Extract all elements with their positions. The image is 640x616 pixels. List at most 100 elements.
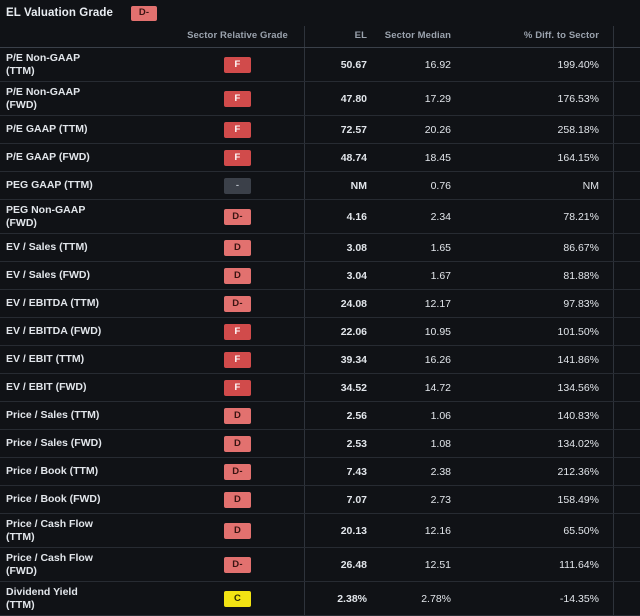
grade-badge: D- [224, 464, 251, 480]
grade-badge: D [224, 408, 251, 424]
el-5y-avg-cell: 43.95 [614, 144, 640, 172]
sector-relative-grade-cell: D [171, 234, 305, 262]
el-value-cell: 2.56 [305, 402, 377, 430]
sector-relative-grade-cell: F [171, 82, 305, 116]
valuation-table: Sector Relative Grade EL Sector Median %… [0, 26, 640, 616]
sector-median-cell: 1.06 [376, 402, 467, 430]
column-header-el: EL [305, 26, 377, 48]
el-value-cell: 2.38% [305, 582, 377, 616]
metric-name-cell: EV / Sales (TTM) [0, 234, 171, 262]
metric-name-cell: Price / Cash Flow(FWD) [0, 548, 171, 582]
metric-label-period: (FWD) [6, 217, 171, 230]
diff-to-sector-cell: 65.50% [467, 514, 614, 548]
sector-median-cell: 12.16 [376, 514, 467, 548]
sector-median-cell: 18.45 [376, 144, 467, 172]
metric-name-cell: Price / Cash Flow(TTM) [0, 514, 171, 548]
metric-name-cell: EV / EBITDA (TTM) [0, 290, 171, 318]
metric-name-cell: PEG GAAP (TTM) [0, 172, 171, 200]
sector-relative-grade-cell: D [171, 402, 305, 430]
metric-label-period: (FWD) [6, 99, 171, 112]
table-row: EV / Sales (TTM)D3.081.6586.67%5.49-43.8… [0, 234, 640, 262]
metric-label-period: (TTM) [6, 65, 171, 78]
metric-label: EV / EBIT (TTM) [6, 353, 171, 366]
sector-relative-grade-cell: F [171, 318, 305, 346]
sector-median-cell: 1.65 [376, 234, 467, 262]
grade-badge: F [224, 324, 251, 340]
diff-to-sector-cell: 176.53% [467, 82, 614, 116]
overall-grade-wrap: D- [131, 6, 157, 21]
grade-badge: F [224, 150, 251, 166]
sector-median-cell: 20.26 [376, 116, 467, 144]
sector-median-cell: 2.73 [376, 486, 467, 514]
grade-badge: D [224, 436, 251, 452]
diff-to-sector-cell: 140.83% [467, 402, 614, 430]
el-value-cell: 4.16 [305, 200, 377, 234]
table-row: EV / EBIT (TTM)F39.3416.26141.86%32.8919… [0, 346, 640, 374]
table-row: P/E Non-GAAP(TTM)F50.6716.92199.40%38.48… [0, 48, 640, 82]
column-header-metric [0, 26, 171, 48]
overall-grade-badge: D- [131, 6, 157, 21]
table-row: Price / Book (TTM)D-7.432.38212.36%15.94… [0, 458, 640, 486]
sector-median-cell: 12.17 [376, 290, 467, 318]
column-header-el-5y-avg: EL 5Y Avg. [614, 26, 640, 48]
metric-label: Price / Book (FWD) [6, 493, 171, 506]
diff-to-sector-cell: 212.36% [467, 458, 614, 486]
diff-to-sector-cell: 81.88% [467, 262, 614, 290]
valuation-grade-panel: EL Valuation Grade D- Sector Relative Gr… [0, 0, 640, 517]
el-5y-avg-cell: 30.67 [614, 374, 640, 402]
metric-label: PEG Non-GAAP [6, 204, 171, 217]
diff-to-sector-cell: 86.67% [467, 234, 614, 262]
metric-label: P/E Non-GAAP [6, 86, 171, 99]
el-5y-avg-cell: 31.17 [614, 514, 640, 548]
diff-to-sector-cell: 111.64% [467, 548, 614, 582]
diff-to-sector-cell: 199.40% [467, 48, 614, 82]
sector-relative-grade-cell: D [171, 262, 305, 290]
el-value-cell: 47.80 [305, 82, 377, 116]
sector-median-cell: 14.72 [376, 374, 467, 402]
el-5y-avg-cell: - [614, 172, 640, 200]
grade-badge: D- [224, 557, 251, 573]
metric-name-cell: P/E Non-GAAP(TTM) [0, 48, 171, 82]
metric-label: EV / Sales (FWD) [6, 269, 171, 282]
sector-median-cell: 16.92 [376, 48, 467, 82]
metric-label: Dividend Yield [6, 586, 171, 599]
el-5y-avg-cell: 77.47 [614, 200, 640, 234]
column-header-diff-to-sector: % Diff. to Sector [467, 26, 614, 48]
sector-median-cell: 2.78% [376, 582, 467, 616]
el-5y-avg-cell: 5.49 [614, 234, 640, 262]
table-row: Price / Sales (TTM)D2.561.06140.83%5.28-… [0, 402, 640, 430]
el-value-cell: 20.13 [305, 514, 377, 548]
el-value-cell: 22.06 [305, 318, 377, 346]
grade-badge: D [224, 523, 251, 539]
sector-relative-grade-cell: F [171, 116, 305, 144]
metric-name-cell: EV / EBIT (FWD) [0, 374, 171, 402]
grade-badge: F [224, 57, 251, 73]
grade-badge: D [224, 240, 251, 256]
grade-badge: D- [224, 209, 251, 225]
el-value-cell: NM [305, 172, 377, 200]
el-value-cell: 24.08 [305, 290, 377, 318]
table-row: Price / Sales (FWD)D2.531.08134.02%5.01-… [0, 430, 640, 458]
diff-to-sector-cell: 158.49% [467, 486, 614, 514]
sector-median-cell: 2.38 [376, 458, 467, 486]
sector-relative-grade-cell: F [171, 144, 305, 172]
table-row: P/E Non-GAAP(FWD)F47.8017.29176.53%40.61… [0, 82, 640, 116]
metric-label: PEG GAAP (TTM) [6, 179, 171, 192]
table-body: P/E Non-GAAP(TTM)F50.6716.92199.40%38.48… [0, 48, 640, 616]
el-value-cell: 39.34 [305, 346, 377, 374]
el-value-cell: 3.08 [305, 234, 377, 262]
el-value-cell: 34.52 [305, 374, 377, 402]
panel-title-bar: EL Valuation Grade D- [0, 0, 640, 26]
el-value-cell: 48.74 [305, 144, 377, 172]
table-row: EV / Sales (FWD)D3.041.6781.88%5.24-41.8… [0, 262, 640, 290]
sector-relative-grade-cell: D [171, 486, 305, 514]
table-row: EV / EBITDA (TTM)D-24.0812.1797.83%26.19… [0, 290, 640, 318]
el-5y-avg-cell: 30.96 [614, 548, 640, 582]
metric-label-period: (FWD) [6, 565, 171, 578]
table-row: P/E GAAP (FWD)F48.7418.45164.15%43.9510.… [0, 144, 640, 172]
diff-to-sector-cell: 164.15% [467, 144, 614, 172]
grade-badge: F [224, 352, 251, 368]
metric-name-cell: PEG Non-GAAP(FWD) [0, 200, 171, 234]
